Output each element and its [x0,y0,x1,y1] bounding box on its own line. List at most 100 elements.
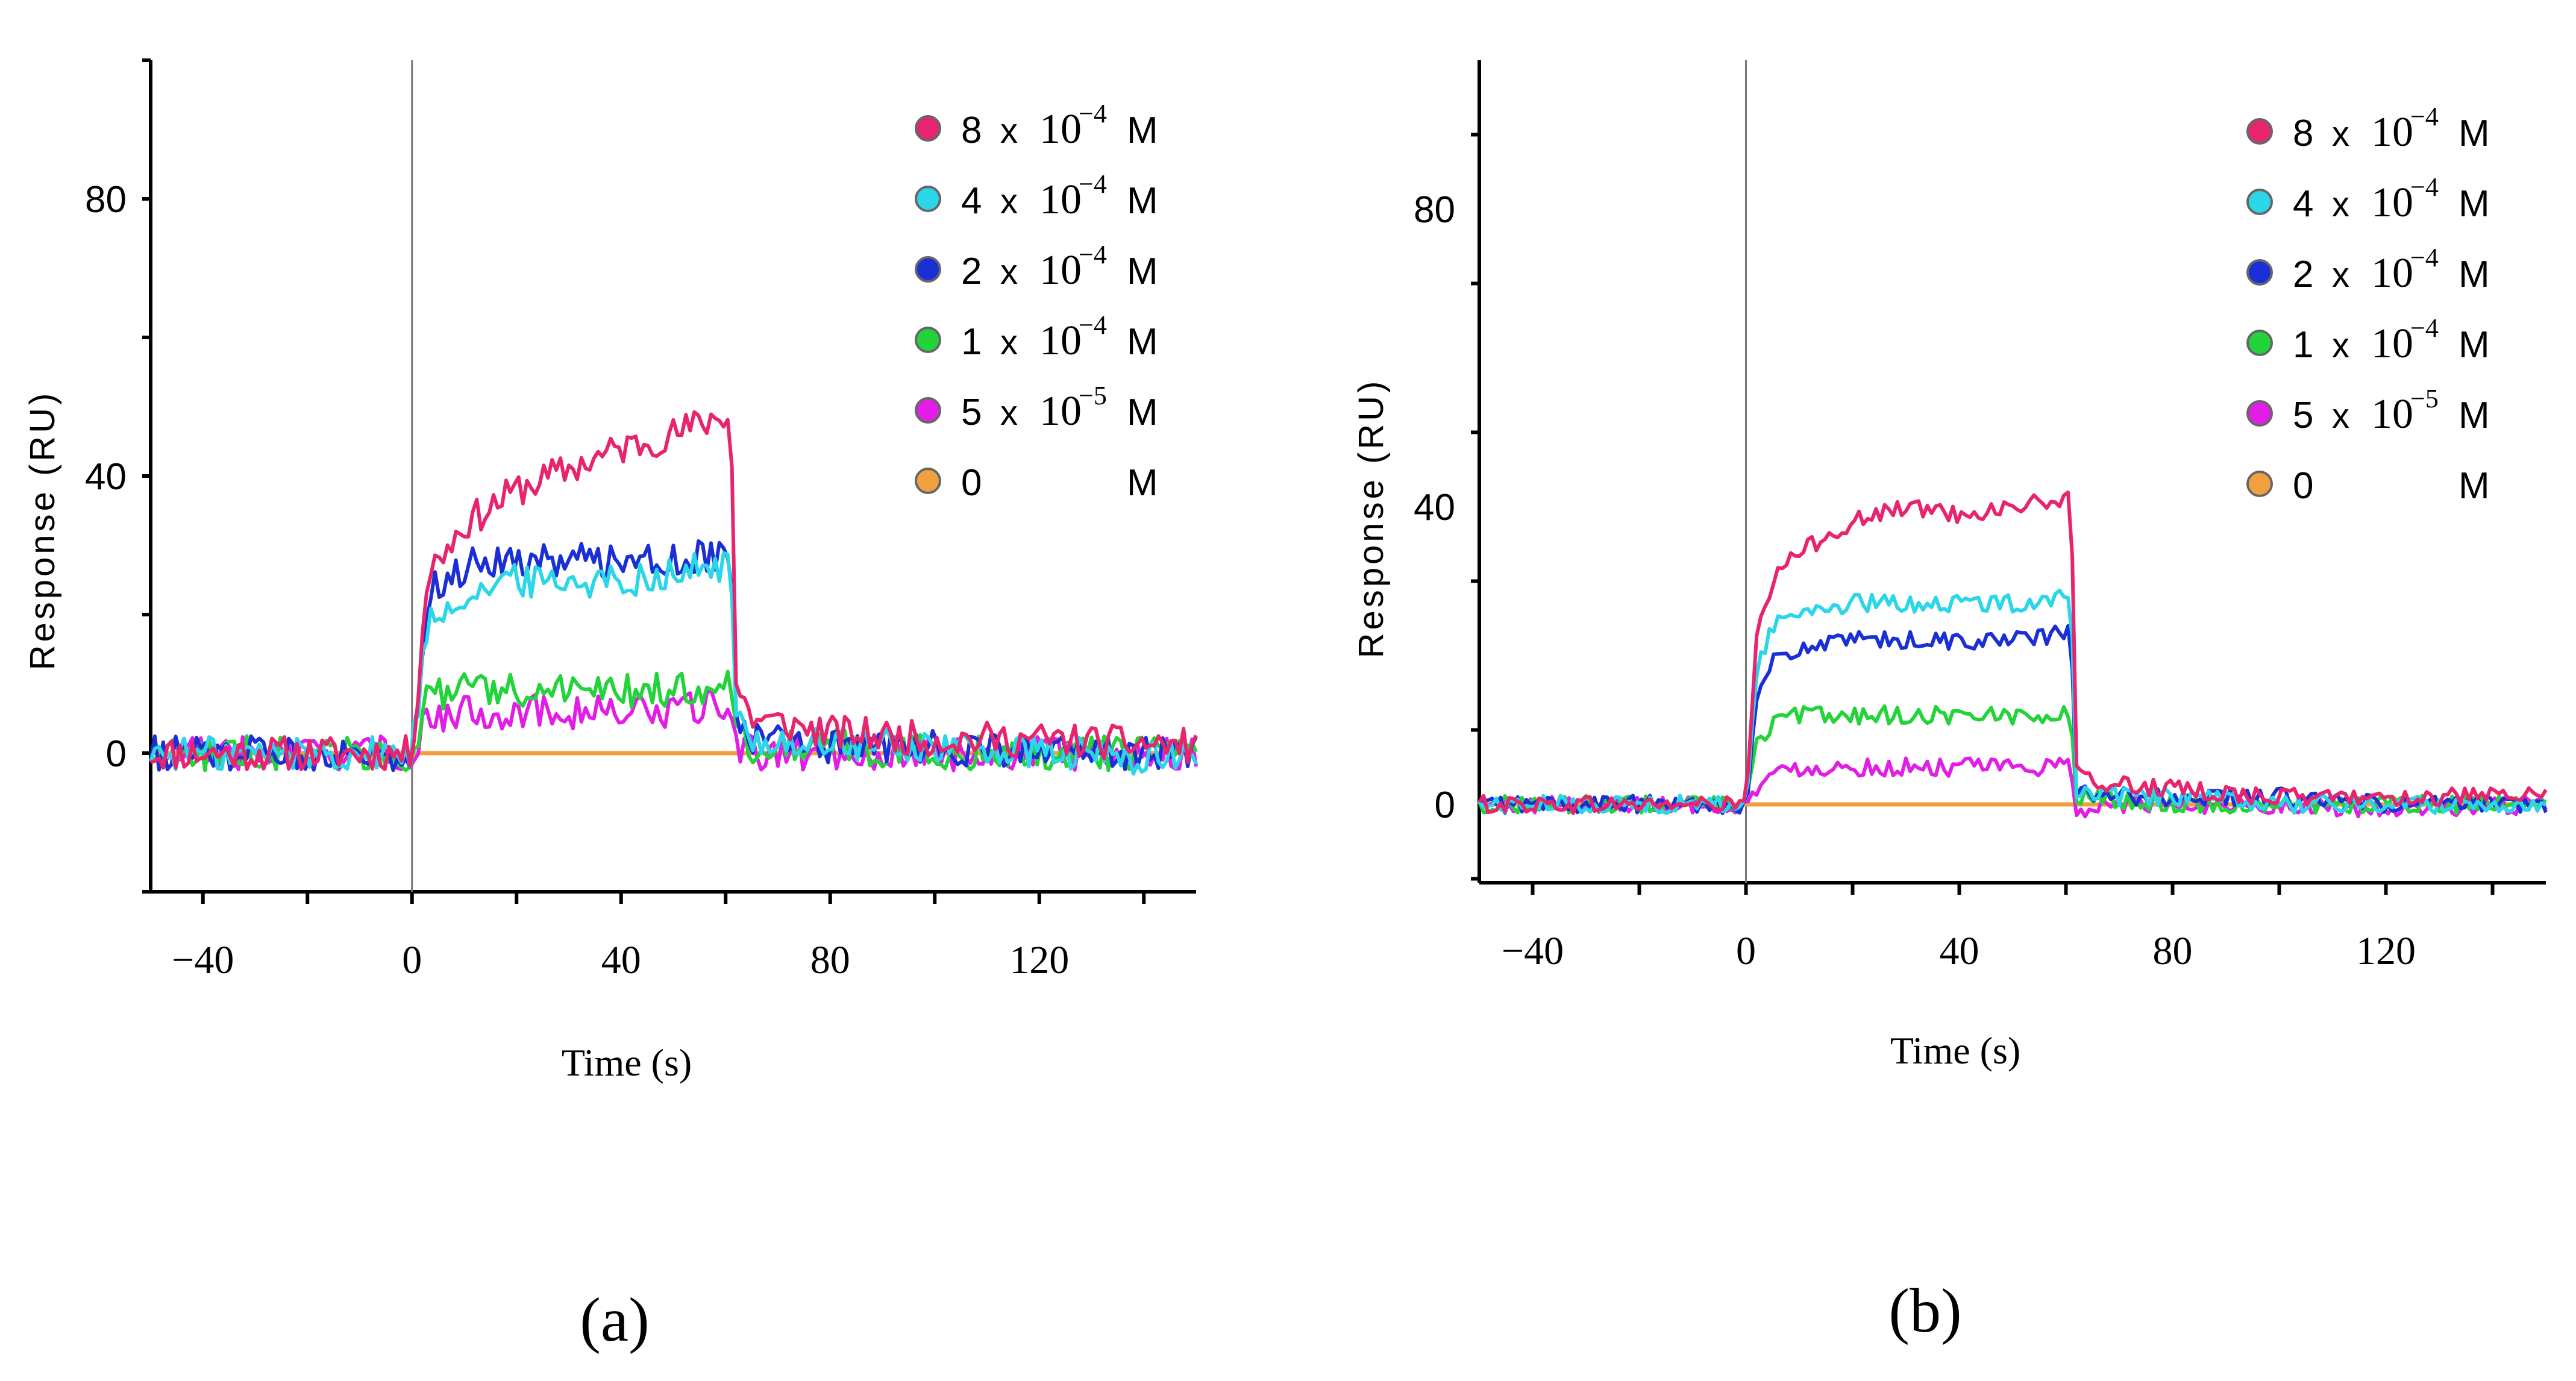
legend-swatch [915,468,941,494]
legend-swatch [915,186,941,212]
series-line [1478,589,2547,815]
legend-times: x [1000,252,1018,292]
legend-coef: 1 [961,321,982,363]
legend-mantissa: 10 [1039,177,1082,223]
legend-exponent: −5 [2410,384,2439,413]
legend-item: 4 x 10−4 M [2246,172,2490,226]
y-tick-label: 40 [85,456,127,498]
legend-item: 2 x 10−4 M [2246,243,2490,296]
legend-item: 2 x 10−4 M [915,240,1158,293]
legend-mantissa: 10 [2371,180,2413,226]
legend-mantissa: 10 [1039,106,1082,152]
legend-swatch [2246,330,2273,356]
legend-exponent: −5 [1079,381,1107,410]
legend-unit: M [1127,110,1158,151]
legend-unit: M [1127,392,1158,433]
legend-item: 5 x 10−5 M [915,381,1158,434]
legend-mantissa: 10 [1039,318,1082,364]
panel-b-label: (b) [1888,1276,1961,1345]
y-tick-label: 80 [1414,189,1455,231]
series-line [1479,624,2548,815]
legend-swatch [2246,259,2273,286]
series-line [1478,490,2548,815]
legend-coef: 8 [961,110,982,151]
series-line [150,410,1198,771]
legend-swatch [915,115,941,142]
series-line [149,539,1198,772]
legend-unit: M [2458,254,2490,295]
legend-unit: M [1127,321,1158,363]
x-tick-label: 80 [810,938,850,982]
panel-a-label: (a) [580,1285,649,1354]
legend-exponent: −4 [2410,243,2439,272]
legend-item: 8 x 10−4 M [2246,102,2490,155]
legend-exponent: −4 [1079,310,1107,340]
legend-coef: 5 [2293,395,2313,436]
legend-swatch [2246,400,2273,427]
x-tick-label: −40 [172,938,234,982]
legend-swatch [2246,471,2273,497]
legend-mantissa: 10 [2371,250,2413,296]
x-tick-label: 40 [1940,929,1979,973]
legend-swatch [915,397,941,424]
x-tick-label: 0 [402,938,422,982]
legend-swatch [915,256,941,283]
legend-swatch [2246,189,2273,215]
y-tick-label: 0 [1435,784,1455,826]
legend-coef: 4 [2293,183,2313,225]
legend-item: 1 x 10−4 M [915,310,1158,364]
panel-b-ylabel: Response (RU) [1352,378,1391,659]
legend-coef: 8 [2293,113,2313,154]
legend-exponent: −4 [2410,172,2439,202]
legend: 8 x 10−4 M4 x 10−4 M2 x 10−4 M1 x 10−4 M5 x 10−5 M0 M [915,99,1158,504]
legend-coef: 0 [961,462,982,504]
legend-unit: M [2458,324,2490,366]
legend-item: 5 x 10−5 M [2246,384,2490,437]
legend-coef: 2 [961,251,982,292]
legend-unit: M [1127,462,1158,504]
legend-coef: 5 [961,392,982,433]
legend-times: x [1000,393,1018,433]
legend-unit: M [1127,180,1158,222]
legend-unit: M [2458,395,2490,436]
legend-coef: 4 [961,180,982,222]
legend-exponent: −4 [1079,240,1107,269]
legend-swatch [2246,118,2273,145]
legend-mantissa: 10 [2371,321,2413,367]
legend-times: x [1000,182,1018,221]
legend-mantissa: 10 [2371,391,2413,437]
legend-mantissa: 10 [1039,247,1082,293]
x-tick-label: 0 [1736,929,1756,973]
legend: 8 x 10−4 M4 x 10−4 M2 x 10−4 M1 x 10−4 M5 x 10−5 M0 M [2246,102,2490,507]
y-tick-label: 80 [85,179,127,221]
legend-item: 8 x 10−4 M [915,99,1158,152]
legend-times: x [2332,185,2349,224]
x-tick-label: 120 [2356,929,2416,973]
legend-unit: M [1127,251,1158,292]
x-tick-label: 120 [1009,938,1069,982]
legend-times: x [1000,111,1018,151]
panel-a-xlabel: Time (s) [562,1041,692,1084]
legend-times: x [2332,396,2349,436]
legend-coef: 2 [2293,254,2313,295]
legend-times: x [1000,323,1018,362]
x-tick-label: −40 [1502,929,1564,973]
legend-coef: 0 [2293,465,2313,507]
legend-coef: 1 [2293,324,2313,366]
legend-unit: M [2458,465,2490,507]
legend-times: x [2332,255,2349,295]
x-tick-label: 40 [601,938,641,982]
series-line [149,551,1198,776]
legend-mantissa: 10 [1039,388,1082,434]
panel-a-ylabel: Response (RU) [23,390,62,671]
legend-exponent: −4 [2410,313,2439,343]
legend-swatch [915,327,941,353]
y-tick-label: 40 [1414,487,1455,528]
x-tick-label: 80 [2153,929,2193,973]
